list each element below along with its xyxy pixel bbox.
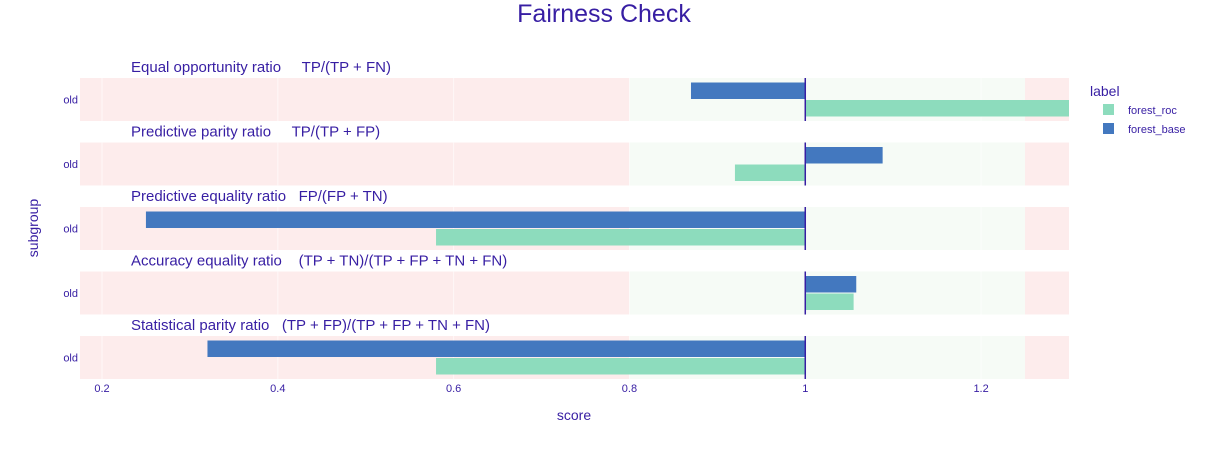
legend-label-forest-base: forest_base: [1128, 124, 1185, 136]
panel-2: Predictive equality ratio FP/(FP + TN) ol…: [63, 188, 1069, 250]
bar-forest-roc: [436, 229, 806, 246]
legend-swatch-forest-roc: [1103, 104, 1114, 115]
unfair-zone-left: [80, 271, 630, 315]
panel-title: Equal opportunity ratio TP/(TP + FN): [131, 59, 391, 76]
panel-title: Predictive parity ratio TP/(TP + FP): [131, 124, 380, 141]
legend-title: label: [1090, 83, 1120, 99]
panel-title: Predictive equality ratio FP/(FP + TN): [131, 188, 388, 205]
x-tick-label: 0.2: [94, 383, 109, 395]
bar-forest-roc: [805, 100, 1069, 117]
unfair-zone-left: [80, 142, 630, 186]
category-label: old: [63, 159, 78, 171]
x-tick-label: 0.4: [270, 383, 285, 395]
x-tick-label: 0.6: [446, 383, 461, 395]
panel-title: Accuracy equality ratio (TP + TN)/(TP + …: [131, 253, 507, 270]
panel-1: Predictive parity ratio TP/(TP + FP) old: [63, 124, 1069, 186]
bar-forest-roc: [436, 358, 806, 375]
panel-title: Statistical parity ratio (TP + FP)/(TP +…: [131, 317, 490, 334]
bar-forest-roc: [805, 293, 854, 310]
x-tick-label: 0.8: [622, 383, 637, 395]
unfair-zone-right: [1025, 142, 1069, 186]
category-label: old: [63, 353, 78, 365]
x-axis: 0.2 0.4 0.6 0.8 1 1.2: [94, 383, 988, 395]
panel-4: Statistical parity ratio (TP + FP)/(TP +…: [63, 317, 1069, 379]
category-label: old: [63, 288, 78, 300]
category-label: old: [63, 95, 78, 107]
chart-title: Fairness Check: [517, 0, 691, 28]
unfair-zone-left: [80, 78, 630, 121]
category-label: old: [63, 224, 78, 236]
y-axis-label: subgroup: [25, 199, 41, 258]
x-axis-label: score: [557, 407, 591, 423]
unfair-zone-right: [1025, 271, 1069, 315]
legend: label forest_roc forest_base: [1090, 83, 1185, 136]
panel-3: Accuracy equality ratio (TP + TN)/(TP + …: [63, 253, 1069, 315]
panel-0: Equal opportunity ratio TP/(TP + FN) old: [63, 59, 1069, 121]
bar-forest-roc: [734, 164, 806, 181]
x-tick-label: 1: [802, 383, 808, 395]
bar-forest-base: [805, 276, 857, 293]
unfair-zone-right: [1025, 207, 1069, 250]
x-tick-label: 1.2: [973, 383, 988, 395]
panels-layer: Equal opportunity ratio TP/(TP + FN)oldP…: [63, 59, 1069, 379]
bar-forest-base: [690, 82, 806, 99]
unfair-zone-right: [1025, 336, 1069, 379]
legend-label-forest-roc: forest_roc: [1128, 105, 1177, 117]
bar-forest-base: [145, 211, 806, 228]
legend-swatch-forest-base: [1103, 123, 1114, 134]
bar-forest-base: [207, 340, 806, 357]
bar-forest-base: [805, 147, 883, 164]
